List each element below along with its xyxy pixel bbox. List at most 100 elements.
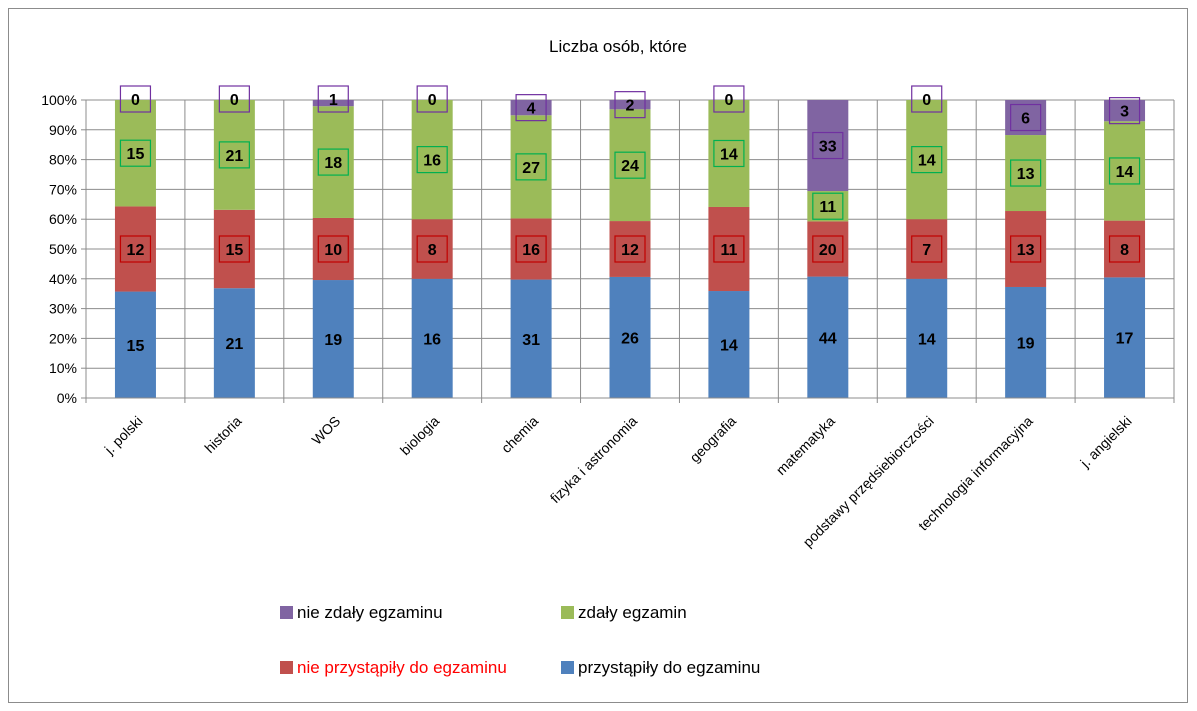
data-label-box (119, 139, 152, 167)
data-label: 7 (922, 242, 931, 259)
data-label-box (515, 235, 547, 263)
data-label: 0 (922, 92, 931, 109)
data-label: 31 (522, 332, 540, 349)
axes: 0% 10% 20% 30% 40% 50% 60% 70% 80% 90% 100% j. pols… (41, 92, 1174, 550)
data-label: 44 (819, 330, 837, 347)
data-label-box (713, 235, 745, 263)
bar-segment (312, 280, 354, 398)
data-label: 1 (329, 92, 338, 109)
bar-segment (807, 191, 849, 222)
data-label: 15 (127, 338, 145, 355)
data-labels: 1512150211521019101811681603116274261224… (119, 85, 1141, 355)
data-label: 15 (225, 242, 243, 259)
data-label-box (812, 235, 844, 263)
legend-label: zdały egzamin (578, 603, 687, 622)
data-label: 33 (819, 139, 837, 156)
data-label: 14 (918, 331, 936, 348)
bar-segment (1005, 286, 1047, 398)
data-label-box (911, 146, 943, 174)
data-label: 11 (720, 242, 737, 259)
data-label-box (1010, 159, 1042, 187)
data-label-box (812, 192, 844, 220)
data-label: 26 (621, 330, 639, 347)
data-label-box (317, 235, 349, 263)
data-label-box (911, 85, 943, 113)
bar-segment (906, 278, 948, 398)
y-tick-label: 40% (49, 271, 77, 287)
bar-segment (708, 100, 750, 207)
legend-swatch (280, 661, 293, 674)
data-label: 14 (720, 146, 738, 163)
bar-segment (1104, 277, 1146, 398)
bar-segment (510, 100, 552, 116)
bar-segment (1104, 220, 1146, 278)
category-label: historia (201, 413, 244, 456)
data-label: 0 (428, 92, 437, 109)
bar-segment (708, 291, 750, 398)
data-label-box (317, 85, 349, 113)
stacked-bar-chart: Liczba osób, które 151215021152101910181… (41, 37, 1175, 677)
bar-segment (708, 206, 750, 292)
bar-segment (411, 219, 453, 279)
y-tick-label: 60% (49, 211, 77, 227)
data-label: 13 (1017, 242, 1035, 259)
data-label-box (713, 85, 745, 113)
data-label: 2 (626, 98, 635, 115)
bar-segment (807, 100, 849, 192)
bar-segment (1005, 211, 1047, 287)
bar-segment (510, 115, 552, 219)
data-label-box (614, 91, 646, 119)
legend-swatch (561, 606, 574, 619)
data-label: 21 (225, 336, 243, 353)
y-tick-label: 20% (49, 330, 77, 346)
data-label: 0 (724, 92, 733, 109)
data-label: 24 (621, 158, 639, 175)
bar-segment (807, 276, 849, 398)
legend-swatch (561, 661, 574, 674)
legend-swatch (280, 606, 293, 619)
data-label: 4 (527, 101, 536, 118)
bars (114, 100, 1146, 398)
bar-segment (114, 206, 156, 292)
data-label-box (515, 94, 547, 122)
data-label: 0 (230, 92, 239, 109)
y-tick-label: 90% (49, 122, 77, 138)
legend: nie zdały egzaminu zdały egzamin nie przys… (280, 603, 760, 677)
data-label-box (416, 146, 448, 174)
bar-segment (807, 221, 849, 277)
bar-segment (906, 100, 948, 220)
bar-segment (1104, 100, 1146, 122)
data-label: 17 (1116, 331, 1134, 348)
bar-segment (510, 279, 552, 398)
legend-label: przystąpiły do egzaminu (578, 658, 760, 677)
data-label-box (1108, 157, 1141, 185)
bar-segment (609, 276, 651, 398)
data-label: 14 (1116, 164, 1134, 181)
data-label-box (515, 153, 547, 181)
data-label: 0 (131, 92, 140, 109)
bar-segment (1005, 100, 1047, 136)
data-label-box (614, 151, 646, 179)
category-label: WOS (308, 413, 343, 448)
data-label: 14 (720, 338, 738, 355)
bar-segment (312, 106, 354, 218)
bar-segment (510, 218, 552, 280)
data-label-box (416, 85, 448, 113)
category-label: j. angielski (1076, 413, 1134, 471)
data-label: 8 (428, 242, 437, 259)
data-label: 14 (918, 153, 936, 170)
chart-frame: Liczba osób, które 15 12 15 0 21 15 21 0 19 10 18 1… (8, 8, 1188, 703)
y-tick-label: 70% (49, 181, 77, 197)
bar-segment (213, 288, 255, 398)
bar-segment (312, 100, 354, 107)
data-label-box (218, 235, 250, 263)
bar-segment (609, 109, 651, 222)
data-label-box (119, 85, 152, 113)
y-tick-label: 10% (49, 360, 77, 376)
data-label-box (416, 235, 448, 263)
data-label: 20 (819, 242, 837, 259)
data-label: 3 (1120, 104, 1129, 121)
data-label: 12 (621, 242, 639, 259)
y-tick-label: 80% (49, 152, 77, 168)
data-label: 6 (1021, 111, 1030, 128)
